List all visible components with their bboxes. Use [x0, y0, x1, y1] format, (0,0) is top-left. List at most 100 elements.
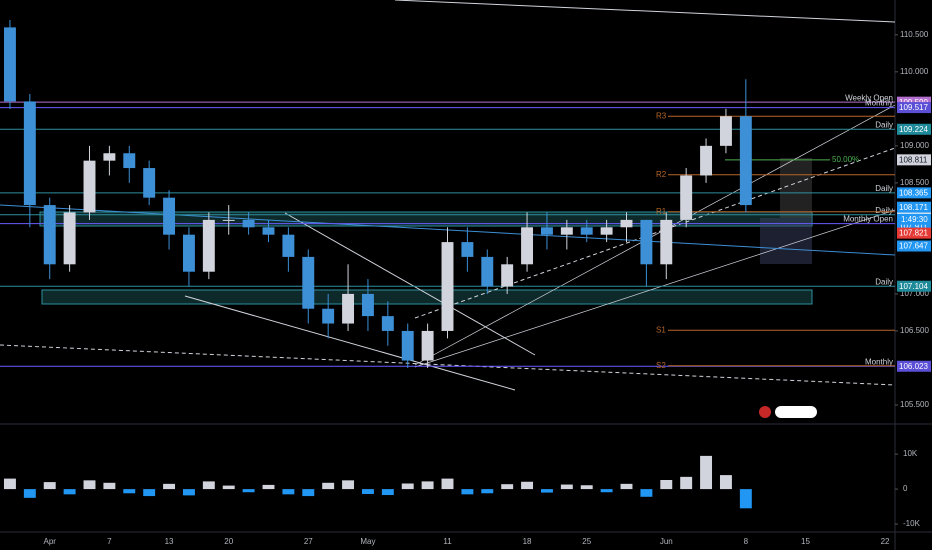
- volume-bar: [580, 485, 593, 490]
- candle-body: [222, 219, 235, 221]
- candle-body: [421, 330, 434, 361]
- volume-bar: [441, 478, 454, 490]
- volume-bar: [700, 455, 713, 490]
- trend-line: [0, 344, 896, 386]
- x-tick-label: May: [360, 537, 375, 546]
- candle-body: [262, 227, 275, 235]
- candle-body: [202, 219, 215, 272]
- level-label: Daily: [875, 184, 893, 193]
- volume-bar: [620, 483, 633, 490]
- volume-bar: [302, 489, 315, 497]
- x-tick-label: 15: [801, 537, 810, 546]
- volume-bar: [401, 483, 414, 490]
- fib-label: 50.00%: [832, 155, 859, 164]
- pivot-label: R3: [656, 111, 667, 120]
- price-tag-label: 108.171: [899, 203, 928, 212]
- price-tag: [897, 123, 931, 135]
- level-label: Monthly Open: [843, 215, 893, 224]
- candle-body: [143, 168, 156, 198]
- volume-bar: [342, 480, 355, 490]
- channel-midline: [414, 147, 896, 319]
- candle-body: [700, 145, 713, 176]
- pivot-label: R2: [656, 170, 667, 179]
- candle-body: [361, 293, 374, 317]
- price-tag-label: 109.224: [899, 125, 928, 134]
- y-tick-label: -10K: [903, 519, 921, 528]
- x-tick-label: Jun: [660, 537, 673, 546]
- price-tag-label: 106.023: [899, 362, 928, 371]
- volume-bar: [680, 476, 693, 490]
- trend-line: [184, 295, 516, 391]
- candle-body: [3, 27, 16, 102]
- trend-line: [284, 212, 536, 356]
- candle-body: [401, 330, 414, 361]
- price-tag: [897, 360, 931, 372]
- x-tick-label: 8: [744, 537, 749, 546]
- volume-bar: [202, 481, 215, 490]
- candle-body: [521, 227, 534, 265]
- level-label: Weekly Open: [845, 93, 893, 102]
- candle-body: [560, 227, 573, 235]
- y-tick-label: 10K: [903, 449, 918, 458]
- volume-bar: [660, 480, 673, 490]
- volume-bar: [600, 489, 613, 493]
- volume-bar: [640, 489, 653, 497]
- channel-line: [414, 104, 896, 366]
- candle-body: [23, 101, 36, 206]
- y-tick-label: 106.500: [900, 326, 929, 335]
- y-tick-label: 110.500: [900, 30, 929, 39]
- price-tag: [897, 154, 931, 166]
- countdown-tag: [897, 213, 931, 225]
- level-label: Daily: [875, 206, 893, 215]
- candle-body: [103, 153, 116, 161]
- volume-bar: [421, 481, 434, 490]
- y-tick-label: 109.000: [900, 141, 929, 150]
- candle-body: [620, 219, 633, 228]
- countdown: 1:49:30: [901, 215, 928, 224]
- x-tick-label: 18: [523, 537, 532, 546]
- volume-bar: [63, 489, 76, 495]
- candle-body: [63, 212, 76, 265]
- volume-bar: [83, 480, 96, 490]
- price-tag: [897, 201, 931, 213]
- icon[interactable]: [775, 406, 817, 418]
- volume-bar: [143, 489, 156, 497]
- pivot-label: R1: [656, 207, 667, 216]
- level-label: Daily: [875, 277, 893, 286]
- price-tag-label: 107.911: [899, 222, 928, 231]
- x-tick-label: Apr: [43, 537, 56, 546]
- y-tick-label: 110.000: [900, 67, 929, 76]
- candle-body: [540, 227, 553, 235]
- toolbar-icons[interactable]: [759, 406, 817, 418]
- volume-bar: [719, 475, 732, 490]
- position-box: [780, 158, 812, 218]
- volume-bar: [103, 482, 116, 490]
- candle-body: [322, 308, 335, 324]
- x-tick-label: 11: [443, 537, 452, 546]
- volume-bar: [461, 489, 474, 495]
- candle-body: [461, 242, 474, 257]
- price-tag: [897, 227, 931, 239]
- volume-bar: [322, 482, 335, 490]
- price-tag: [897, 102, 931, 114]
- x-tick-label: 27: [304, 537, 313, 546]
- price-tag-label: 109.517: [899, 103, 928, 112]
- candle-body: [302, 256, 315, 309]
- pivot-label: S2: [656, 361, 666, 370]
- volume-bar: [163, 483, 176, 490]
- x-tick-label: 22: [881, 537, 890, 546]
- candle-body: [501, 264, 514, 287]
- y-tick-label: 0: [903, 484, 908, 493]
- price-axis: [895, 0, 932, 550]
- level-label: Monthly: [865, 357, 893, 366]
- price-tag: [897, 240, 931, 252]
- volume-bar: [381, 489, 394, 496]
- y-tick-label: 105.500: [900, 400, 929, 409]
- volume-bar: [481, 489, 494, 494]
- candle-body: [719, 116, 732, 146]
- volume-bar: [242, 489, 255, 493]
- price-tag-label: 107.647: [899, 242, 928, 251]
- candle-body: [342, 293, 355, 324]
- icon[interactable]: [759, 406, 771, 418]
